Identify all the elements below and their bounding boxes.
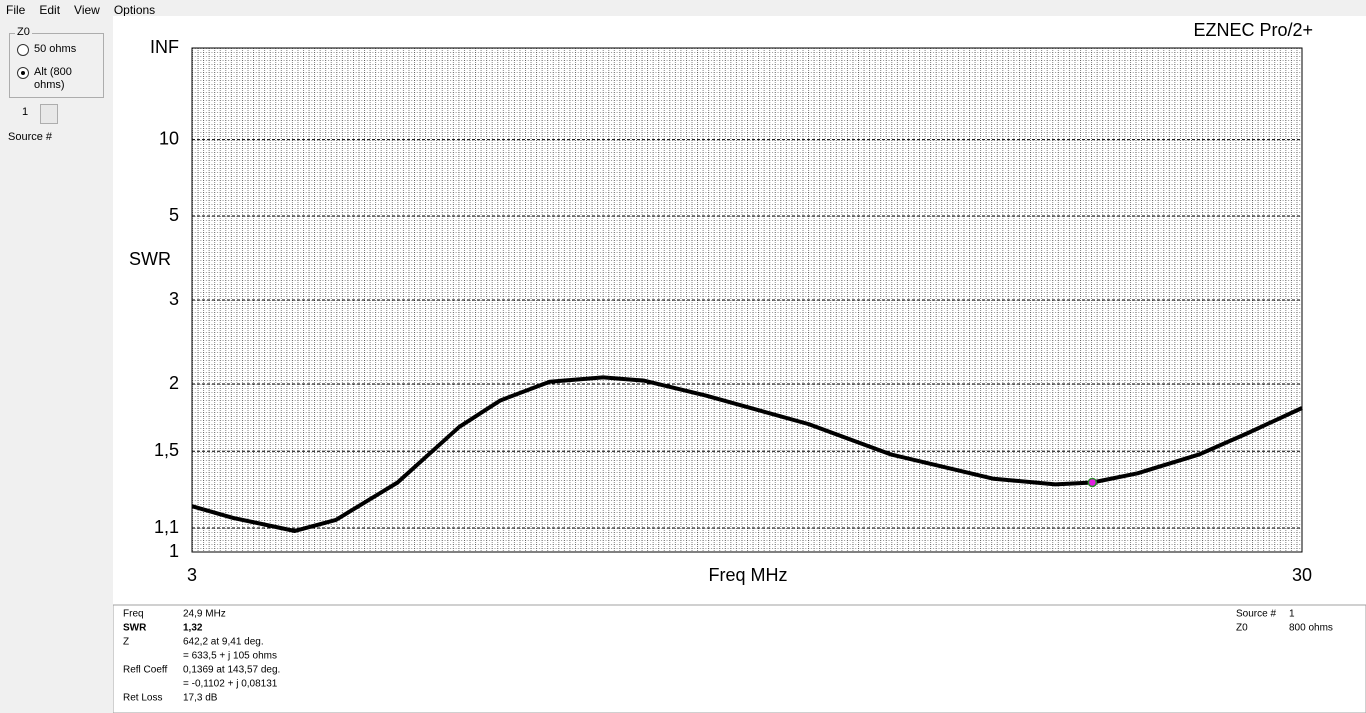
info-label: Ret Loss <box>123 693 162 704</box>
info-panel <box>113 604 1366 713</box>
plot-frame <box>191 47 1303 553</box>
menu-item[interactable]: Edit <box>39 3 61 17</box>
radio-label: 50 ohms <box>34 43 77 55</box>
spinner-label: Source # <box>8 131 53 143</box>
y-tick-label: 10 <box>159 128 179 148</box>
radio-dot <box>21 71 25 75</box>
x-tick-label: 3 <box>187 565 197 585</box>
info-label: Freq <box>123 609 144 620</box>
y-axis-title: SWR <box>129 249 171 269</box>
y-tick-label: 1 <box>169 541 179 561</box>
y-tick-label: 1,1 <box>154 517 179 537</box>
info-value: = 633,5 + j 105 ohms <box>183 651 277 662</box>
menu-item[interactable]: View <box>74 3 100 17</box>
y-tick-label: 2 <box>169 373 179 393</box>
info-value: 17,3 dB <box>183 693 218 704</box>
radio-button[interactable] <box>17 67 29 79</box>
chart: EZNEC Pro/2+ Freq MHz SWR 1 1,1 1,5 2 3 5 10 IN… <box>113 16 1366 713</box>
y-tick-label: INF <box>150 37 179 57</box>
menu-item[interactable]: Options <box>113 3 156 17</box>
info-label: Source # <box>1236 609 1276 620</box>
info-label: Refl Coeff <box>123 665 168 676</box>
spinner-buttons[interactable] <box>40 104 58 124</box>
info-value: 24,9 MHz <box>183 609 226 620</box>
x-tick-label: 30 <box>1292 565 1312 585</box>
info-label: Z0 <box>1236 623 1248 634</box>
y-tick-label: 1,5 <box>154 440 179 460</box>
info-readout: Freq 24,9 MHz SWR 1,32 Z 642,2 at 9,41 deg. = … <box>123 609 1333 704</box>
x-axis-title: Freq MHz <box>708 565 787 585</box>
chart-title: EZNEC Pro/2+ <box>1193 20 1313 40</box>
y-tick-label: 3 <box>169 289 179 309</box>
info-value: 800 ohms <box>1289 623 1333 634</box>
swr-curve <box>191 375 1303 533</box>
menu-bar: File Edit View Options <box>6 1 169 19</box>
plot-area: 1 1,1 1,5 2 3 5 10 INF 3 30 <box>150 37 1312 585</box>
info-value: 0,1369 at 143,57 deg. <box>183 665 280 676</box>
radio-label: Alt (800 ohms) <box>34 66 72 91</box>
spinner-value[interactable]: 1 <box>22 106 29 118</box>
info-label: SWR <box>123 623 147 634</box>
menu-item[interactable]: File <box>6 3 26 17</box>
z0-group <box>9 33 104 98</box>
info-value: = -0,1102 + j 0,08131 <box>183 679 278 690</box>
info-value: 1,32 <box>183 623 203 634</box>
info-value: 642,2 at 9,41 deg. <box>183 637 264 648</box>
radio-button[interactable] <box>17 44 29 56</box>
info-value: 1 <box>1289 609 1295 620</box>
info-label: Z <box>123 637 129 648</box>
frequency-marker <box>1087 477 1098 488</box>
group-title: Z0 <box>15 26 32 38</box>
y-tick-label: 5 <box>169 205 179 225</box>
